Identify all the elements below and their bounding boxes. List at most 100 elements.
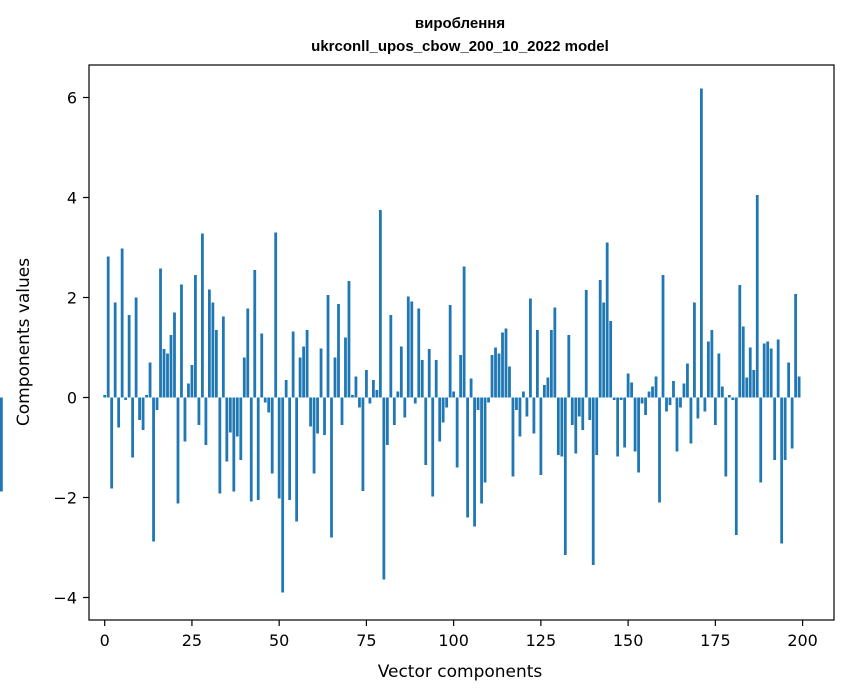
bar [689,397,693,444]
bar [790,397,794,449]
bar [665,397,668,412]
bar [159,268,162,398]
bar [221,316,225,398]
bar [536,330,539,398]
bar [417,308,421,398]
bar [0,397,3,492]
bar [584,290,588,398]
bar [281,397,285,593]
bar [326,295,330,398]
bar [679,397,682,408]
bar [424,397,428,465]
y-tick-label: 4 [67,189,77,208]
bar [382,397,386,580]
bar [249,397,253,502]
bar [675,397,679,452]
bar [473,397,476,527]
bar [284,380,288,398]
bar [654,376,658,398]
bar [609,321,613,398]
bar [316,397,319,434]
bar [745,377,749,398]
bar [672,381,675,398]
y-tick-label: 6 [67,89,77,108]
bar [480,397,483,504]
bar [780,397,784,544]
bar [368,397,372,404]
bar [567,335,571,398]
bar [658,397,661,503]
bar [452,391,456,398]
bar [333,357,337,398]
bar [518,397,522,437]
bar [647,391,651,398]
bar [228,397,232,433]
bars-group [0,88,801,593]
bar [145,395,148,398]
x-tick-label: 125 [526,631,557,650]
bar [700,88,703,398]
bar [173,312,176,398]
bar [218,397,222,494]
bar [741,326,745,398]
bar [616,397,620,457]
bar [588,397,592,420]
bar [291,331,295,398]
bar [651,386,654,398]
bar [385,397,389,445]
bar [225,397,229,462]
bar [713,397,717,425]
bar [197,397,201,425]
bar [686,363,689,398]
bar [539,397,543,475]
bar [797,376,801,398]
bar [180,284,183,398]
bar [120,248,124,398]
bar [553,307,557,398]
bar [773,397,777,460]
bar [361,397,365,491]
bar [194,275,197,398]
bar [392,397,396,425]
bar [490,355,494,398]
bar [633,397,637,452]
bar [319,348,323,398]
bar [351,395,354,398]
bar [211,302,215,398]
bar [201,233,204,398]
bar [542,385,546,398]
bar [581,397,585,430]
bar [738,285,742,398]
bar [235,397,239,437]
bar [494,347,497,398]
bar [420,360,424,398]
bar [295,397,299,522]
bar [504,328,508,398]
bar [399,346,403,398]
bar [466,397,469,518]
bar [577,397,581,417]
bar [769,348,773,398]
bar [372,380,375,398]
bar [661,275,665,398]
bar [459,355,463,398]
bar [148,362,152,398]
y-tick-label: 2 [67,289,77,308]
bar [190,365,194,398]
bar [302,346,305,398]
bar [413,397,417,404]
bar [131,397,135,458]
bar [138,397,141,420]
bar [476,397,480,410]
bar [152,397,155,542]
bar [239,397,243,460]
bar [187,383,190,398]
x-tick-label: 50 [269,631,289,650]
bar [717,353,721,398]
bar [532,397,536,434]
bar [755,195,759,398]
bar [563,397,567,555]
bar [511,397,515,477]
bar [113,302,117,398]
bar [298,357,302,398]
